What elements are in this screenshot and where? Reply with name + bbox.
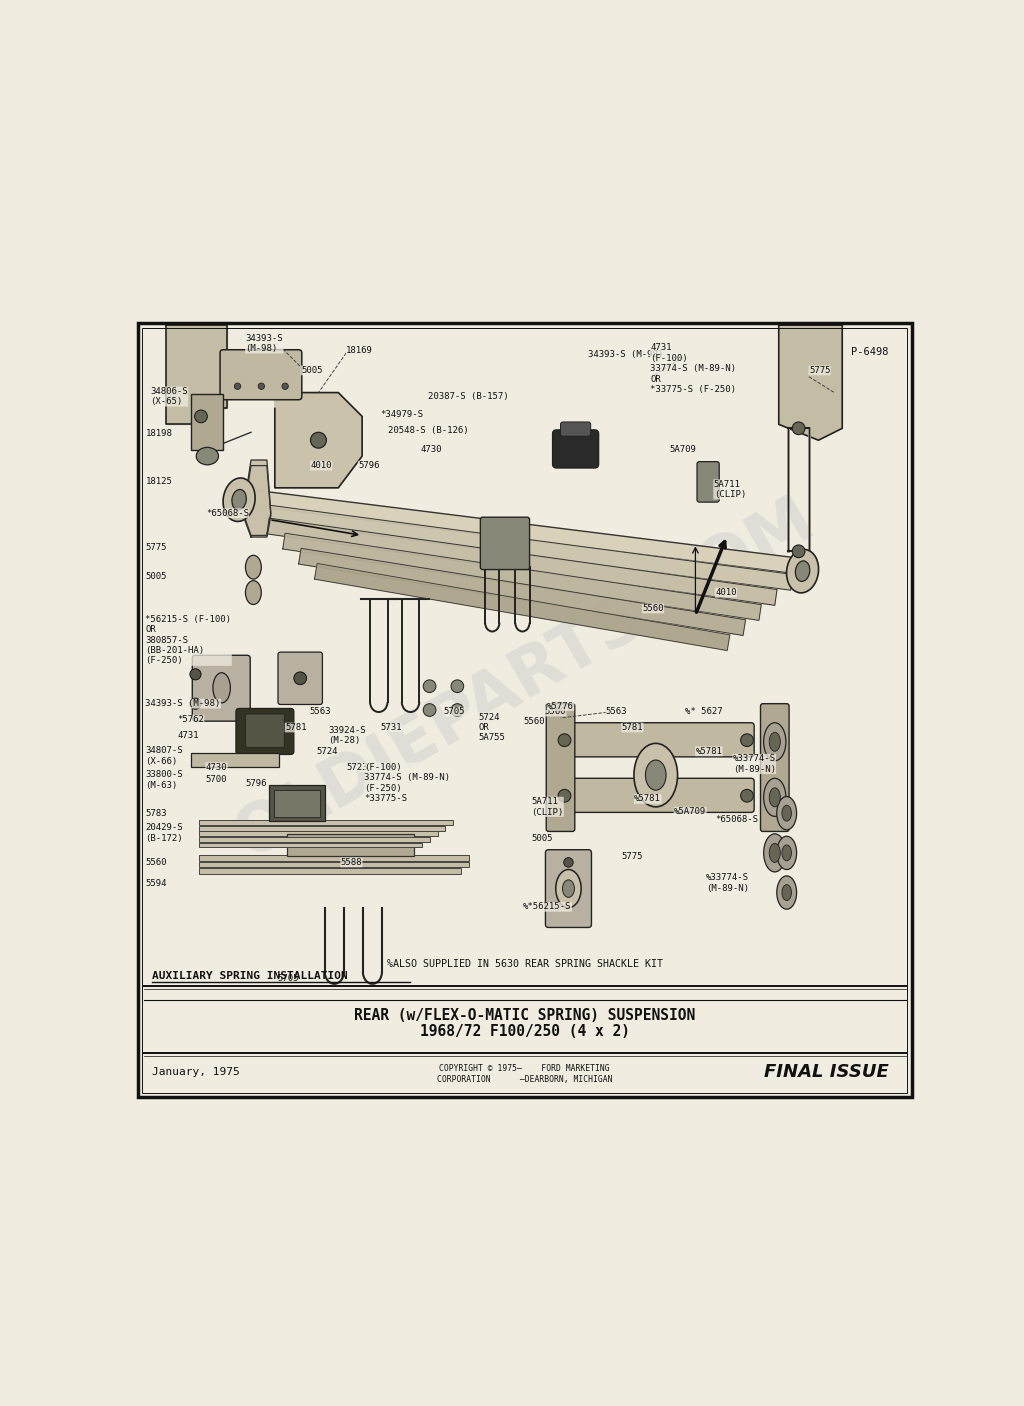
Text: 18125: 18125	[145, 477, 172, 486]
Bar	[200, 862, 469, 868]
Ellipse shape	[777, 876, 797, 910]
Ellipse shape	[258, 382, 264, 389]
Text: 33924-S
(M-28): 33924-S (M-28)	[328, 725, 366, 745]
Text: 5705: 5705	[278, 974, 299, 983]
Text: *65068-S: *65068-S	[206, 509, 249, 517]
Ellipse shape	[769, 787, 780, 807]
Ellipse shape	[423, 703, 436, 717]
Text: 5594: 5594	[145, 879, 167, 887]
Text: 5705: 5705	[443, 707, 465, 716]
Text: 5563: 5563	[606, 707, 628, 716]
Text: 5560: 5560	[545, 707, 566, 716]
Ellipse shape	[740, 789, 754, 801]
Text: *34979-S: *34979-S	[380, 411, 423, 419]
Text: 34807-S
(X-66): 34807-S (X-66)	[145, 747, 183, 766]
Text: 18169: 18169	[346, 346, 373, 356]
Ellipse shape	[282, 382, 289, 389]
Ellipse shape	[645, 761, 666, 790]
Text: 5724: 5724	[316, 747, 338, 756]
Text: 5A709: 5A709	[670, 446, 696, 454]
Ellipse shape	[782, 845, 792, 860]
FancyBboxPatch shape	[553, 430, 599, 468]
Ellipse shape	[246, 581, 261, 605]
Text: *5762: *5762	[177, 716, 204, 724]
Ellipse shape	[764, 834, 785, 872]
Text: %*56215-S: %*56215-S	[523, 903, 571, 911]
Text: 18198: 18198	[145, 429, 172, 439]
Text: 5005: 5005	[301, 366, 323, 375]
Ellipse shape	[562, 880, 574, 897]
FancyBboxPatch shape	[193, 655, 250, 721]
Text: FINAL ISSUE: FINAL ISSUE	[764, 1063, 888, 1081]
Ellipse shape	[195, 411, 207, 423]
Bar	[191, 752, 279, 768]
Text: 34393-S (M-98): 34393-S (M-98)	[588, 350, 664, 359]
Ellipse shape	[793, 422, 805, 434]
Text: %33774-S
(M-89-N): %33774-S (M-89-N)	[706, 873, 749, 893]
Bar	[200, 831, 437, 837]
Ellipse shape	[782, 806, 792, 821]
Text: 5560: 5560	[523, 717, 545, 727]
Text: 1968/72 F100/250 (4 x 2): 1968/72 F100/250 (4 x 2)	[420, 1024, 630, 1039]
Text: P-6498: P-6498	[851, 346, 888, 357]
Ellipse shape	[423, 681, 436, 693]
Text: AUXILIARY SPRING INSTALLATION: AUXILIARY SPRING INSTALLATION	[152, 970, 347, 980]
Ellipse shape	[310, 432, 327, 449]
Ellipse shape	[231, 489, 247, 510]
Text: 4731
(F-100)
33774-S (M-89-N)
OR
*33775-S (F-250): 4731 (F-100) 33774-S (M-89-N) OR *33775-…	[650, 343, 736, 394]
Ellipse shape	[764, 779, 785, 817]
Text: 20387-S (B-157): 20387-S (B-157)	[428, 392, 509, 401]
FancyBboxPatch shape	[761, 703, 790, 831]
Text: COPYRIGHT © 1975–    FORD MARKETING: COPYRIGHT © 1975– FORD MARKETING	[439, 1064, 610, 1073]
Bar	[200, 842, 422, 848]
Bar	[200, 855, 469, 860]
Text: 5560: 5560	[145, 858, 167, 868]
Bar	[269, 786, 325, 821]
Text: 5A711
(CLIP): 5A711 (CLIP)	[714, 479, 745, 499]
FancyBboxPatch shape	[560, 422, 591, 436]
Bar	[200, 868, 462, 873]
Polygon shape	[243, 465, 270, 537]
Text: %* 5627: %* 5627	[685, 707, 723, 716]
Text: 5775: 5775	[145, 543, 167, 551]
Text: %33774-S
(M-89-N): %33774-S (M-89-N)	[733, 754, 776, 773]
Ellipse shape	[563, 858, 573, 868]
FancyBboxPatch shape	[557, 779, 754, 813]
Ellipse shape	[451, 681, 464, 693]
Text: 33800-S
(M-63): 33800-S (M-63)	[145, 770, 183, 790]
Text: %5A709: %5A709	[674, 807, 707, 815]
Text: 5783: 5783	[145, 808, 167, 818]
Text: 5724
OR
5A755: 5724 OR 5A755	[479, 713, 506, 742]
Text: 5796: 5796	[358, 461, 380, 470]
Text: %5781: %5781	[634, 794, 662, 803]
Text: 20429-S
(B-172): 20429-S (B-172)	[145, 824, 183, 842]
Ellipse shape	[782, 884, 792, 900]
Ellipse shape	[740, 734, 754, 747]
Text: 5796: 5796	[246, 779, 267, 787]
Ellipse shape	[777, 837, 797, 869]
Text: 5781: 5781	[285, 723, 306, 733]
FancyBboxPatch shape	[246, 714, 285, 748]
Ellipse shape	[246, 555, 261, 579]
Ellipse shape	[451, 703, 464, 717]
Text: 5588: 5588	[341, 858, 362, 868]
Text: 5775: 5775	[622, 852, 643, 862]
Ellipse shape	[777, 797, 797, 830]
FancyBboxPatch shape	[220, 350, 302, 399]
FancyBboxPatch shape	[546, 703, 574, 831]
Text: 4010: 4010	[715, 588, 736, 598]
Text: REAR (w/FLEX-O-MATIC SPRING) SUSPENSION: REAR (w/FLEX-O-MATIC SPRING) SUSPENSION	[354, 1008, 695, 1024]
Ellipse shape	[558, 734, 570, 747]
Text: OLDIEPARTS.COM: OLDIEPARTS.COM	[223, 485, 826, 872]
Text: *65068-S: *65068-S	[715, 815, 758, 824]
FancyBboxPatch shape	[557, 723, 754, 756]
Polygon shape	[274, 392, 362, 488]
Ellipse shape	[764, 723, 785, 761]
Polygon shape	[283, 533, 761, 620]
Polygon shape	[314, 564, 730, 651]
FancyBboxPatch shape	[278, 652, 323, 704]
Polygon shape	[267, 519, 777, 605]
Ellipse shape	[558, 789, 570, 801]
Text: (F-100)
33774-S (M-89-N)
(F-250)
*33775-S: (F-100) 33774-S (M-89-N) (F-250) *33775-…	[365, 763, 451, 803]
Bar	[200, 825, 445, 831]
